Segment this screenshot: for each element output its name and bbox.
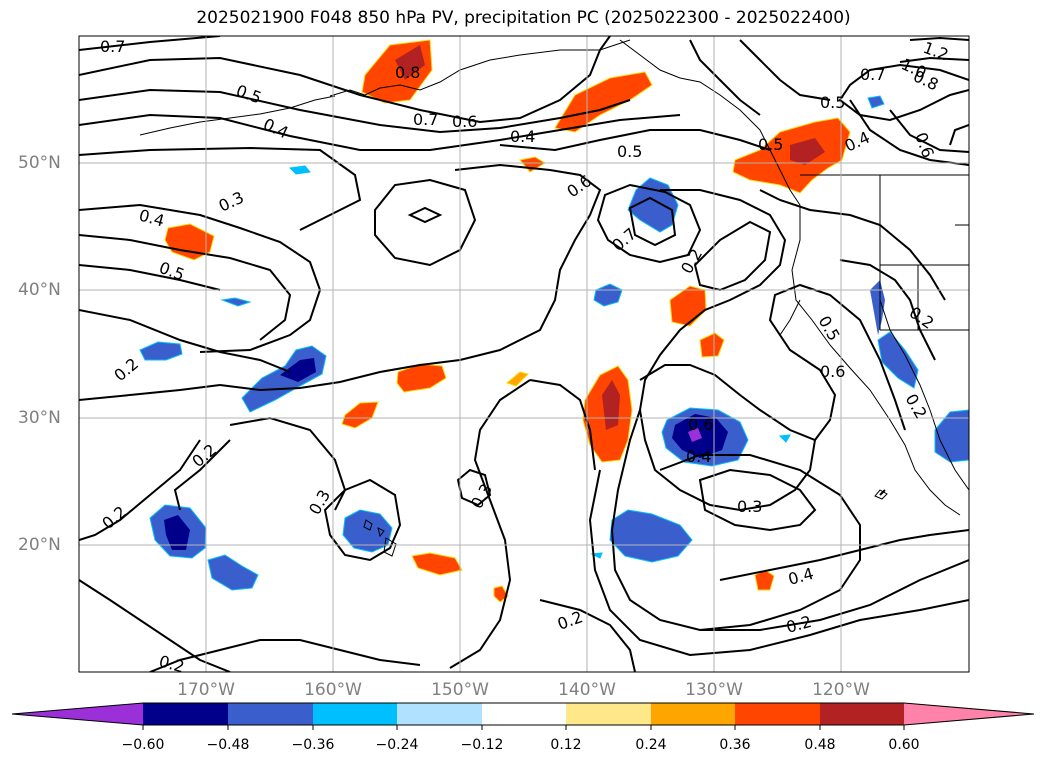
colorbar-tick-label: 0.60 (888, 737, 920, 753)
contour-label: 0.6 (452, 112, 477, 131)
lat-label: 30°N (18, 408, 61, 428)
pv-contours (79, 36, 969, 672)
contour-label: 0.2 (157, 652, 187, 677)
colorbar (11, 702, 1035, 730)
colorbar-bin (228, 703, 313, 725)
colorbar-tick-label: 0.24 (635, 737, 667, 753)
colorbar-tick-label: 0.12 (550, 737, 582, 753)
lon-label: 140°W (558, 680, 616, 700)
colorbar-tick-label: −0.36 (291, 737, 335, 753)
colorbar-extend-low (12, 703, 143, 725)
coastlines (139, 39, 969, 557)
colorbar-extend-high (904, 703, 1034, 725)
precip-positive-shading (164, 39, 851, 603)
contour-label: 0.8 (395, 63, 420, 82)
contour-label: 0.5 (758, 135, 783, 154)
contour-label: 0.6 (688, 415, 713, 434)
colorbar-tick-label: −0.12 (460, 737, 504, 753)
colorbar-bin (313, 703, 397, 725)
colorbar-bin (397, 703, 482, 725)
contour-label: 0.5 (617, 142, 642, 161)
contour-label: 0.7 (413, 110, 438, 129)
colorbar-bin (143, 703, 228, 725)
contour-label: 0.7 (100, 37, 125, 56)
contour-label: 0.3 (737, 497, 762, 516)
lat-label: 40°N (18, 280, 61, 300)
colorbar-bin (735, 703, 820, 725)
contour-label: 0.4 (686, 447, 711, 466)
colorbar-tick-label: −0.24 (375, 737, 419, 753)
colorbar-bin (820, 703, 904, 725)
contour-label: 0.7 (860, 65, 885, 84)
contour-label: 0.4 (510, 127, 535, 146)
colorbar-bin (482, 703, 566, 725)
colorbar-bin (651, 703, 735, 725)
lon-label: 160°W (304, 680, 362, 700)
gridlines (79, 36, 969, 672)
lat-label: 20°N (18, 535, 61, 555)
lon-label: 150°W (431, 680, 489, 700)
colorbar-bin (566, 703, 651, 725)
plot-border (78, 35, 970, 673)
map-title: 2025021900 F048 850 hPa PV, precipitatio… (196, 8, 851, 28)
colorbar-tick-label: −0.48 (206, 737, 250, 753)
contour-label: 0.6 (820, 362, 845, 381)
contour-label: 0.5 (820, 93, 845, 112)
colorbar-tick-label: 0.36 (719, 737, 751, 753)
lon-label: 170°W (177, 680, 235, 700)
lon-label: 120°W (812, 680, 870, 700)
lat-label: 50°N (18, 153, 61, 173)
colorbar-tick-label: −0.60 (121, 737, 165, 753)
colorbar-tick-label: 0.48 (804, 737, 836, 753)
lon-label: 130°W (685, 680, 743, 700)
